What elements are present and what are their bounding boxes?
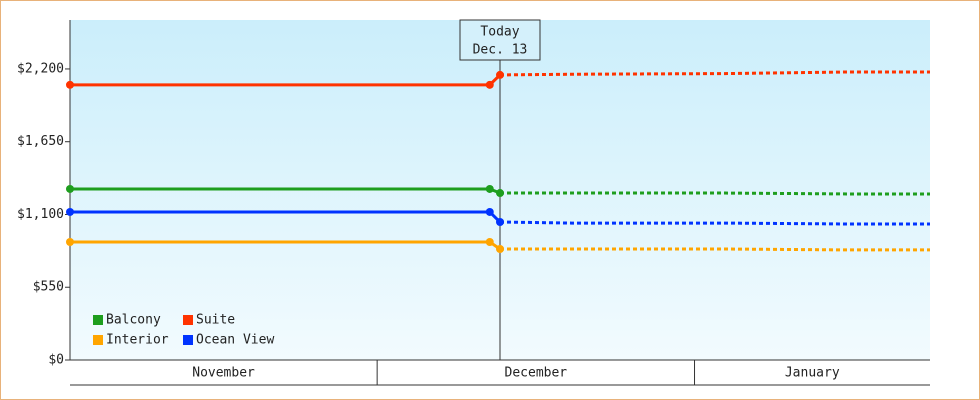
point — [66, 80, 74, 89]
legend-label: Interior — [106, 333, 169, 348]
legend-swatch — [93, 315, 103, 325]
legend-swatch — [183, 335, 193, 345]
y-tick-label: $550 — [33, 280, 64, 295]
legend-swatch — [93, 335, 103, 345]
point — [66, 207, 74, 216]
x-tick-label: January — [785, 366, 840, 381]
y-tick-label: $1,100 — [17, 207, 64, 222]
today-box — [459, 19, 541, 61]
legend-label: Suite — [196, 313, 235, 328]
line-forecast — [499, 220, 930, 226]
line-forecast — [499, 70, 930, 77]
point — [485, 207, 494, 216]
point — [66, 237, 74, 246]
point — [496, 189, 504, 198]
y-tick-label: $0 — [48, 353, 64, 368]
legend-label: Ocean View — [196, 333, 274, 348]
point — [66, 184, 74, 193]
line-forecast — [500, 247, 930, 252]
point — [496, 245, 504, 254]
point — [485, 237, 494, 246]
point — [496, 70, 504, 79]
legend-label: Balcony — [106, 313, 161, 328]
today-label: Today — [480, 25, 519, 40]
x-tick-label: November — [192, 366, 255, 381]
y-tick-label: $1,650 — [17, 134, 64, 149]
y-tick-label: $2,200 — [17, 61, 64, 76]
today-label: Dec. 13 — [473, 43, 528, 58]
point — [496, 218, 504, 227]
point — [485, 80, 494, 89]
legend-swatch — [183, 315, 193, 325]
line-forecast — [500, 191, 930, 196]
point — [485, 184, 494, 193]
x-tick-label: December — [505, 366, 568, 381]
